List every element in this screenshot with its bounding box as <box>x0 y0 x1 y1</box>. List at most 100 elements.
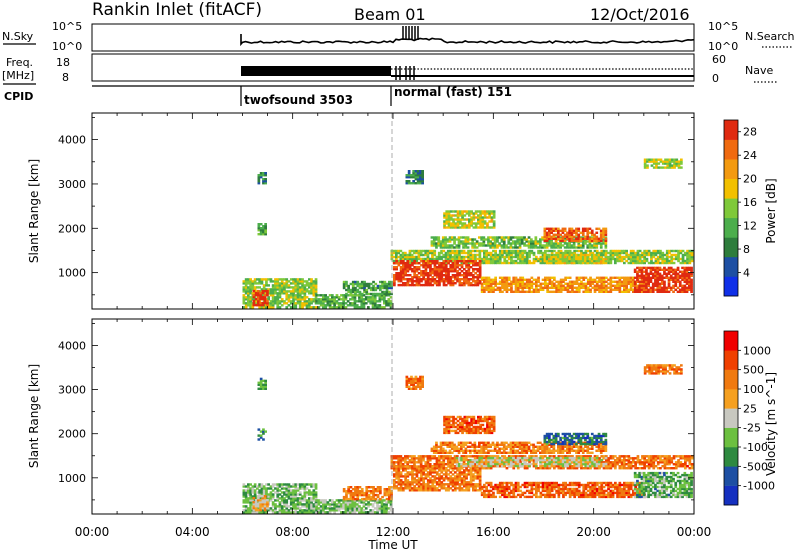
data-cell <box>315 503 318 506</box>
data-cell <box>609 251 613 255</box>
data-cell <box>435 266 439 269</box>
data-cell <box>405 174 409 177</box>
data-cell <box>652 158 656 161</box>
data-cell <box>454 264 457 267</box>
data-cell <box>408 259 412 263</box>
data-cell <box>532 246 535 249</box>
data-cell <box>579 236 583 239</box>
data-cell <box>431 253 434 257</box>
data-cell <box>685 266 689 270</box>
data-cell <box>465 272 468 275</box>
data-cell <box>462 455 466 458</box>
data-cell <box>303 495 307 498</box>
data-cell <box>632 255 635 259</box>
data-cell <box>429 278 432 281</box>
data-cell <box>435 457 439 460</box>
data-cell <box>656 284 660 287</box>
data-cell <box>287 509 291 512</box>
data-cell <box>455 246 459 249</box>
data-cell <box>623 288 626 291</box>
data-cell <box>438 283 441 287</box>
data-cell <box>519 284 522 287</box>
data-cell <box>577 278 581 281</box>
data-cell <box>287 491 291 494</box>
data-cell <box>487 244 490 247</box>
data-cell <box>404 457 407 460</box>
data-cell <box>602 227 605 230</box>
data-cell <box>392 255 396 259</box>
data-cell <box>347 497 350 501</box>
data-cell <box>435 262 439 265</box>
data-cell <box>305 501 309 504</box>
data-cell <box>406 262 410 265</box>
data-cell <box>465 264 468 267</box>
data-cell <box>463 260 466 263</box>
data-cell <box>649 290 653 293</box>
data-cell <box>652 255 656 259</box>
data-cell <box>632 251 635 255</box>
data-cell <box>625 280 628 283</box>
data-cell <box>430 240 434 243</box>
data-cell <box>362 300 366 303</box>
colorbar-tick-label: 24 <box>743 149 757 162</box>
data-cell <box>510 280 513 283</box>
data-cell <box>369 491 373 495</box>
data-cell <box>258 280 261 283</box>
data-cell <box>577 229 581 232</box>
data-cell <box>577 239 581 242</box>
data-cell <box>449 457 452 460</box>
data-cell <box>285 499 289 502</box>
data-cell <box>259 233 263 236</box>
data-cell <box>462 242 465 245</box>
data-cell <box>519 251 522 255</box>
data-cell <box>440 463 443 466</box>
data-cell <box>650 257 653 261</box>
data-cell <box>646 160 649 163</box>
data-cell <box>487 290 491 293</box>
data-cell <box>690 268 693 271</box>
data-cell <box>257 383 261 386</box>
data-cell <box>564 282 567 285</box>
data-cell <box>512 251 516 255</box>
data-cell <box>424 270 428 273</box>
data-cell <box>258 493 261 496</box>
data-cell <box>670 249 674 253</box>
data-cell <box>358 300 361 303</box>
data-cell <box>595 239 599 242</box>
data-cell <box>340 294 343 297</box>
data-cell <box>308 493 311 496</box>
data-cell <box>492 255 495 259</box>
data-cell <box>417 455 421 458</box>
data-cell <box>618 276 622 279</box>
data-cell <box>408 280 412 283</box>
data-cell <box>374 493 378 497</box>
data-cell <box>362 306 366 309</box>
data-cell <box>584 237 587 240</box>
data-cell <box>252 289 256 293</box>
data-cell <box>247 485 250 488</box>
data-cell <box>469 242 472 245</box>
data-cell <box>296 288 300 291</box>
data-cell <box>537 280 540 283</box>
data-cell <box>413 283 416 287</box>
data-cell <box>373 499 377 502</box>
data-cell <box>525 240 529 243</box>
data-cell <box>285 284 289 287</box>
data-cell <box>640 270 644 273</box>
data-cell <box>262 174 265 177</box>
data-cell <box>449 210 453 213</box>
data-cell <box>276 483 280 486</box>
data-cell <box>690 278 693 281</box>
data-cell <box>360 488 364 491</box>
data-cell <box>262 432 265 435</box>
data-cell <box>492 461 495 464</box>
data-cell <box>395 255 398 259</box>
data-cell <box>310 298 313 301</box>
data-cell <box>326 511 330 514</box>
data-cell <box>415 276 419 279</box>
data-cell <box>537 251 540 255</box>
data-cell <box>559 244 562 247</box>
data-cell <box>535 290 538 293</box>
data-cell <box>413 457 416 460</box>
